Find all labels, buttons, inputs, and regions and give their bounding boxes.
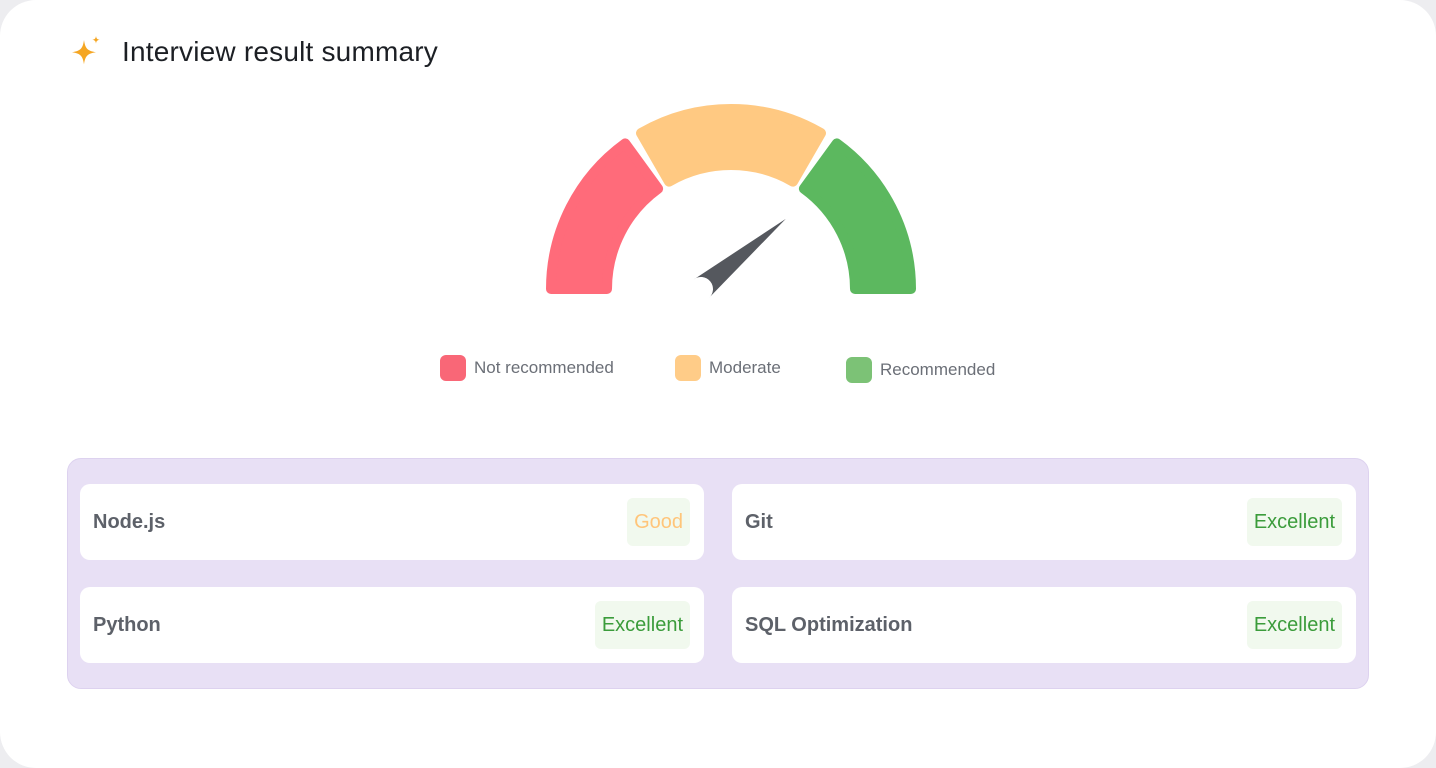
legend-label-not-recommended: Not recommended	[474, 358, 614, 377]
skills-panel: Node.js Good Git Excellent Python Excell…	[67, 458, 1369, 689]
skill-name: Git	[745, 510, 773, 533]
skill-card-nodejs: Node.js Good	[80, 484, 704, 560]
skill-name: Node.js	[93, 510, 166, 533]
skill-card-sql-optimization: SQL Optimization Excellent	[732, 587, 1356, 663]
legend-item-recommended: Recommended	[846, 357, 995, 383]
legend-item-not-recommended: Not recommended	[440, 355, 614, 381]
legend-swatch-recommended	[846, 357, 872, 383]
page-title: Interview result summary	[122, 36, 438, 67]
sparkle-icon	[72, 36, 100, 65]
legend-item-moderate: Moderate	[675, 355, 781, 381]
skill-card-git: Git Excellent	[732, 484, 1356, 560]
skill-card-python: Python Excellent	[80, 587, 704, 663]
gauge-segment-not-recommended	[546, 138, 664, 294]
rating-badge: Excellent	[1246, 601, 1342, 649]
gauge-segment-recommended	[798, 138, 916, 294]
legend-swatch-moderate	[675, 355, 701, 381]
header: Interview result summary	[68, 34, 438, 70]
gauge-needle	[693, 218, 786, 299]
rating-badge: Excellent	[1246, 498, 1342, 546]
legend-label-moderate: Moderate	[709, 358, 781, 377]
rating-badge: Excellent	[594, 601, 690, 649]
gauge-legend: Not recommended Moderate Recommended	[0, 355, 1436, 387]
recommendation-gauge	[546, 104, 916, 299]
rating-badge: Good	[627, 498, 690, 546]
legend-swatch-not-recommended	[440, 355, 466, 381]
legend-label-recommended: Recommended	[880, 360, 996, 379]
skill-name: SQL Optimization	[745, 613, 913, 636]
gauge-segment-moderate	[636, 104, 826, 187]
skill-name: Python	[93, 613, 161, 636]
